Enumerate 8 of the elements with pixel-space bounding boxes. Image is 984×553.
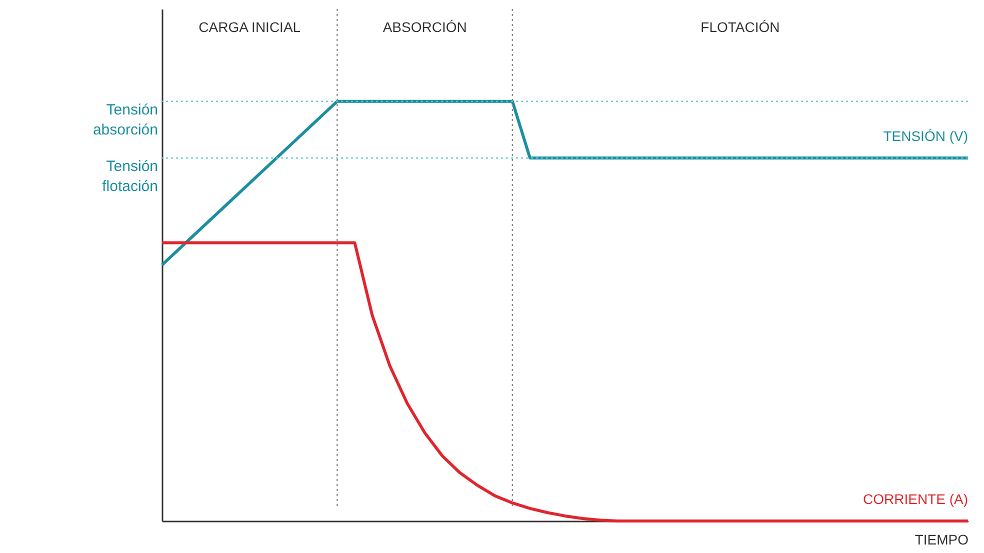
text: ABSORCIÓN bbox=[382, 19, 467, 35]
series-label: TENSIÓN (V) bbox=[883, 128, 968, 144]
x-axis-title: TIEMPO bbox=[914, 532, 969, 548]
text: CARGA INICIAL bbox=[198, 19, 301, 35]
text: FLOTACIÓN bbox=[700, 19, 780, 35]
series-label: CORRIENTE (A) bbox=[863, 491, 968, 507]
ref-line-label: Tensión absorción bbox=[92, 101, 158, 138]
ref-line-label: Tensión flotación bbox=[102, 158, 158, 195]
